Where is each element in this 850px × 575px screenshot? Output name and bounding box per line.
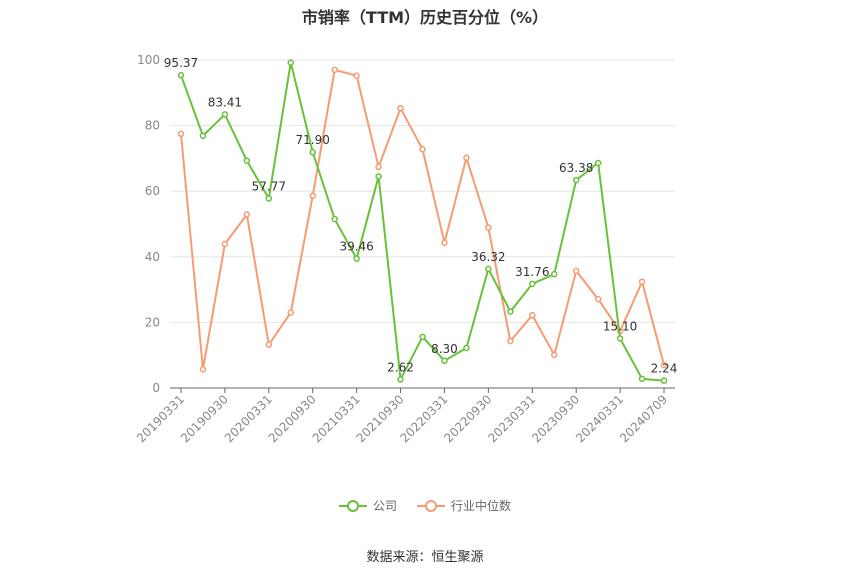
data-point-industry bbox=[287, 309, 295, 316]
data-label: 8.30 bbox=[431, 342, 458, 356]
data-point-company bbox=[397, 376, 404, 383]
data-point-company bbox=[353, 255, 360, 262]
data-label: 36.32 bbox=[471, 250, 505, 264]
data-point-company bbox=[550, 270, 558, 278]
y-tick-label: 40 bbox=[145, 250, 160, 264]
data-point-industry bbox=[529, 311, 536, 319]
data-point-company bbox=[507, 308, 514, 315]
legend-swatch-company-icon bbox=[338, 499, 367, 512]
data-point-industry bbox=[331, 66, 338, 74]
data-point-industry bbox=[397, 104, 404, 112]
data-point-industry bbox=[265, 341, 273, 348]
data-point-company bbox=[638, 375, 646, 383]
legend-label-company: 公司 bbox=[372, 499, 397, 513]
series-line-company bbox=[180, 61, 665, 382]
data-point-industry bbox=[221, 240, 229, 248]
data-label: 15.10 bbox=[603, 319, 637, 333]
data-point-company bbox=[572, 176, 580, 184]
data-point-industry bbox=[594, 295, 602, 303]
data-point-company bbox=[243, 157, 251, 164]
data-labels: 95.37 83.41 57.77 71.90 39.46 2.62 8.30 36.32 31… bbox=[164, 56, 678, 375]
data-point-company bbox=[177, 71, 185, 79]
data-point-industry bbox=[463, 154, 470, 161]
data-point-company bbox=[221, 111, 229, 118]
data-point-industry bbox=[660, 361, 668, 369]
data-label: 2.24 bbox=[651, 362, 678, 376]
data-point-company bbox=[331, 215, 338, 223]
data-label: 95.37 bbox=[164, 56, 198, 70]
data-point-company bbox=[594, 159, 602, 167]
data-label: 71.90 bbox=[296, 133, 330, 147]
data-point-industry bbox=[309, 192, 316, 200]
data-point-company bbox=[199, 132, 207, 140]
series-lines bbox=[177, 59, 668, 384]
legend: 公司 行业中位数 bbox=[0, 497, 850, 514]
data-label: 63.38 bbox=[559, 161, 593, 175]
series-line-industry bbox=[179, 68, 665, 371]
data-point-company bbox=[419, 333, 426, 341]
grid-lines bbox=[170, 59, 675, 323]
data-label: 83.41 bbox=[208, 95, 242, 109]
y-tick-label: 60 bbox=[145, 184, 160, 198]
data-point-company bbox=[485, 265, 492, 273]
axes: 0204060801002019033120190930202003312020… bbox=[134, 53, 675, 445]
data-label: 2.62 bbox=[387, 360, 414, 374]
data-point-industry bbox=[199, 366, 207, 373]
data-source: 数据来源：恒生聚源 bbox=[366, 550, 484, 565]
legend-item-company[interactable]: 公司 bbox=[338, 497, 397, 514]
data-point-industry bbox=[353, 72, 360, 79]
data-point-company bbox=[441, 357, 448, 365]
legend-swatch-industry-icon bbox=[417, 499, 445, 512]
data-point-industry bbox=[485, 224, 492, 231]
data-point-company bbox=[529, 280, 536, 288]
data-point-company bbox=[463, 344, 470, 352]
data-point-company bbox=[616, 335, 624, 342]
data-point-company bbox=[309, 148, 316, 156]
chart-area: 0204060801002019033120190930202003312020… bbox=[134, 53, 678, 445]
y-tick-label: 0 bbox=[152, 381, 160, 395]
data-label: 31.76 bbox=[515, 265, 549, 279]
data-label: 39.46 bbox=[339, 240, 373, 254]
chart-title: 市销率（TTM）历史百分位（%） bbox=[301, 8, 549, 27]
data-point-industry bbox=[572, 267, 580, 275]
data-point-company bbox=[375, 173, 382, 180]
data-point-industry bbox=[550, 351, 558, 359]
data-point-industry bbox=[441, 239, 448, 246]
data-point-company bbox=[287, 59, 295, 66]
y-tick-label: 100 bbox=[137, 53, 160, 67]
data-point-company bbox=[660, 377, 668, 384]
x-tick-label: 20240709 bbox=[617, 392, 670, 445]
y-tick-label: 80 bbox=[145, 119, 160, 133]
data-point-industry bbox=[419, 145, 426, 153]
data-point-industry bbox=[638, 278, 646, 285]
data-point-company bbox=[265, 195, 273, 202]
legend-item-industry[interactable]: 行业中位数 bbox=[417, 497, 511, 514]
y-tick-label: 20 bbox=[145, 315, 160, 329]
data-label: 57.77 bbox=[252, 180, 286, 194]
data-point-industry bbox=[243, 211, 251, 218]
legend-label-industry: 行业中位数 bbox=[451, 499, 512, 513]
data-point-industry bbox=[507, 337, 514, 345]
data-point-industry bbox=[177, 130, 185, 138]
data-point-industry bbox=[375, 163, 382, 171]
